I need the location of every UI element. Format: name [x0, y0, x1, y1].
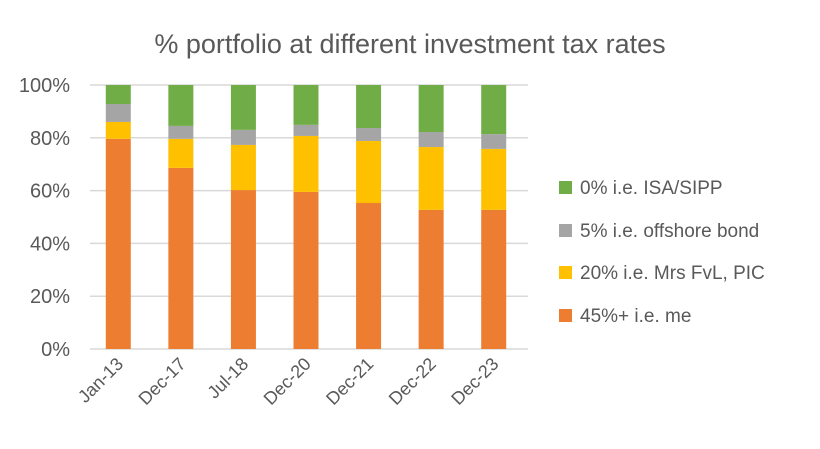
x-tick-label: Jul-18	[203, 354, 252, 403]
legend-item: 45%+ i.e. me	[559, 306, 691, 327]
bar-segment	[168, 125, 194, 139]
legend-swatch	[559, 224, 572, 237]
legend-item: 0% i.e. ISA/SIPP	[559, 178, 723, 199]
bar-segment	[481, 148, 507, 210]
legend-swatch	[559, 266, 572, 279]
y-tick-label: 40%	[30, 233, 70, 255]
y-tick-label: 100%	[19, 75, 70, 97]
y-tick-label: 80%	[30, 128, 70, 150]
bar-segment	[168, 85, 194, 126]
bar-segment	[293, 135, 319, 192]
bar-segment	[481, 209, 507, 349]
bar-segment	[168, 138, 194, 168]
x-tick-label: Dec-17	[135, 354, 190, 409]
legend-swatch	[559, 309, 572, 322]
x-tick-label: Dec-22	[385, 354, 440, 409]
bar-segment	[168, 167, 194, 349]
bar-segment	[356, 128, 382, 141]
bar-segment	[418, 147, 444, 210]
y-tick-label: 20%	[30, 286, 70, 308]
bar-segment	[481, 134, 507, 149]
legend-item: 5% i.e. offshore bond	[559, 221, 759, 242]
legend-label: 20% i.e. Mrs FvL, PIC	[580, 263, 765, 284]
bar-segment	[293, 124, 319, 136]
bar-segment	[356, 203, 382, 349]
bar-segment	[105, 85, 131, 105]
bar-segment	[293, 191, 319, 349]
chart-title: % portfolio at different investment tax …	[154, 29, 665, 59]
bar-segment	[230, 129, 256, 145]
bar-segment	[105, 138, 131, 349]
bar-segment	[481, 85, 507, 135]
bar-segment	[418, 209, 444, 349]
bar-segment	[356, 85, 382, 129]
x-tick-label: Dec-20	[260, 354, 315, 409]
legend-swatch	[559, 181, 572, 194]
bar-segment	[356, 140, 382, 204]
bar-segment	[230, 190, 256, 349]
y-tick-label: 60%	[30, 181, 70, 203]
bar-segment	[105, 104, 131, 122]
bar-segment	[230, 144, 256, 191]
legend-label: 5% i.e. offshore bond	[580, 221, 759, 242]
x-tick-label: Jan-13	[74, 354, 127, 407]
bar-segment	[418, 131, 444, 148]
legend-item: 20% i.e. Mrs FvL, PIC	[559, 263, 765, 284]
legend-label: 45%+ i.e. me	[580, 306, 691, 327]
y-tick-label: 0%	[41, 339, 70, 361]
bar-segment	[418, 85, 444, 132]
x-tick-label: Dec-21	[322, 354, 377, 409]
legend-label: 0% i.e. ISA/SIPP	[580, 178, 723, 199]
bar-segment	[230, 85, 256, 130]
x-tick-label: Dec-23	[447, 354, 502, 409]
bar-segment	[105, 121, 131, 139]
bar-segment	[293, 85, 319, 125]
